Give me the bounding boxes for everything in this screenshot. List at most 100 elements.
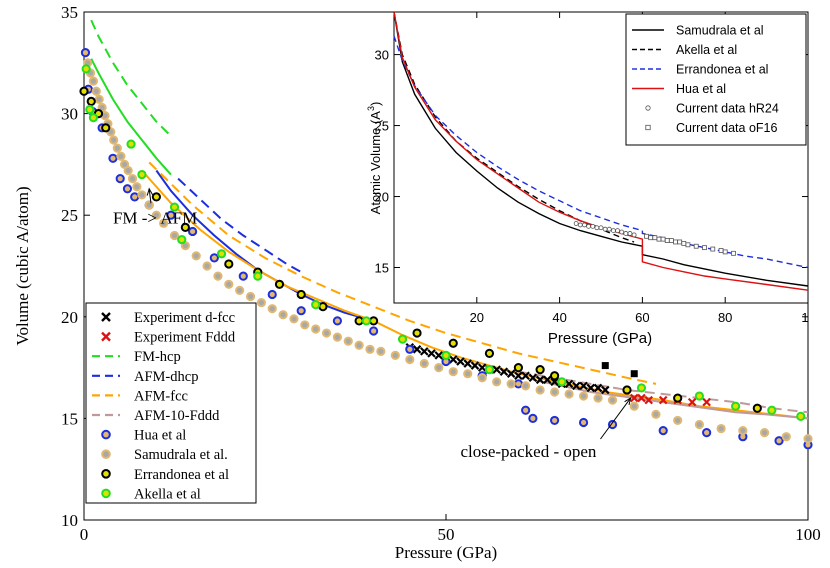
main-circle-marker <box>405 344 415 354</box>
inset-legend-label: Samudrala et al <box>676 24 764 38</box>
inset-x-axis-label: Pressure (GPa) <box>548 330 652 347</box>
main-circle-marker <box>180 222 190 232</box>
inset-x-tick-label: 20 <box>470 310 484 325</box>
main-circle-marker <box>578 391 589 401</box>
main-circle-marker <box>109 135 119 145</box>
main-legend-label: Samudrala et al. <box>134 447 228 463</box>
main-x-marker <box>499 367 509 376</box>
main-circle-marker <box>397 334 408 344</box>
main-legend-label: Errandonea et al <box>134 467 229 483</box>
annotation-text: FM -> AFM <box>113 208 197 227</box>
main-circle-marker <box>484 365 495 375</box>
inset-y-tick-label: 25 <box>375 119 389 134</box>
main-circle-marker <box>166 210 176 220</box>
main-circle-marker <box>278 310 288 320</box>
main-circle-marker <box>412 328 422 338</box>
main-circle-marker <box>752 403 762 413</box>
main-circle-marker <box>300 320 310 330</box>
inset-hR24-marker <box>594 225 600 231</box>
main-circle-marker <box>137 169 147 180</box>
main-x-marker <box>521 371 530 381</box>
inset-oF16-marker <box>668 238 674 243</box>
main-circle-marker <box>169 202 180 212</box>
main-circle-marker <box>774 436 784 446</box>
main-y-tick-label: 30 <box>61 105 78 124</box>
main-circle-marker <box>216 249 227 259</box>
main-circle-marker <box>85 104 95 115</box>
inset-hR24-marker <box>623 231 629 236</box>
main-circle-marker <box>123 165 133 176</box>
inset-hR24-marker <box>598 225 604 231</box>
main-x-marker <box>702 397 711 407</box>
inset-x-tick-label: 60 <box>635 310 649 325</box>
main-circle-marker <box>513 363 524 373</box>
main-circle-marker <box>130 192 140 202</box>
main-curve <box>90 19 172 137</box>
inset-oF16-marker <box>702 245 707 251</box>
main-circle-marker <box>88 76 99 86</box>
annotation-arrow-shaft <box>600 397 632 440</box>
main-circle-marker <box>759 428 770 438</box>
inset-y-tick-label: 20 <box>375 190 389 205</box>
main-circle-marker <box>94 94 104 104</box>
main-circle-marker <box>245 291 256 302</box>
main-circle-marker <box>376 346 386 356</box>
main-circle-marker <box>607 395 618 405</box>
main-circle-marker <box>151 210 161 220</box>
main-x-marker <box>637 393 646 403</box>
main-circle-marker <box>188 226 198 237</box>
main-circle-marker <box>116 151 126 161</box>
main-circle-marker <box>448 338 458 348</box>
main-x-tick-label: 50 <box>438 525 455 544</box>
main-circle-marker <box>484 348 495 358</box>
main-circle-marker <box>151 192 161 202</box>
main-x-marker <box>644 395 653 405</box>
inset-hR24-marker <box>631 232 637 238</box>
main-circle-marker <box>694 391 705 401</box>
inset-legend: Samudrala et al Akella et al Errandonea et… <box>625 13 807 146</box>
inset-x-tick-label: 40 <box>552 310 566 325</box>
inset-oF16-marker <box>693 243 699 249</box>
main-circle-marker <box>716 423 726 434</box>
inset-hR24-marker <box>602 226 608 232</box>
main-circle-marker <box>177 234 187 245</box>
inset-oF16-marker <box>677 239 683 245</box>
main-circle-marker <box>191 251 201 261</box>
main-x-marker <box>448 355 458 364</box>
main-circle-marker <box>673 415 683 426</box>
inset-hR24-marker <box>577 222 583 228</box>
main-x-marker <box>601 385 610 395</box>
main-circle-marker <box>88 113 99 123</box>
main-x-marker <box>658 395 668 405</box>
main-circle-marker <box>629 401 639 411</box>
main-circle-marker <box>296 306 306 316</box>
main-circle-marker <box>593 393 603 403</box>
main-x-marker <box>687 397 697 407</box>
main-circle-marker <box>318 302 328 312</box>
main-legend-label: AFM-dhcp <box>134 369 198 385</box>
main-circle-marker <box>550 415 560 426</box>
main-circle-marker <box>321 328 332 338</box>
inset-oF16-marker <box>644 233 649 239</box>
main-circle-marker <box>448 367 458 377</box>
main-ticks-layer: 10 15 20 25 30 35 0 50 100 <box>61 3 821 544</box>
main-circle-marker <box>796 411 806 421</box>
inset-oF16-marker <box>652 235 658 241</box>
main-circle-marker <box>115 174 125 184</box>
main-circle-marker <box>767 405 777 415</box>
main-x-marker <box>572 381 581 391</box>
main-curve <box>532 378 809 420</box>
main-circle-marker <box>289 314 299 324</box>
main-legend-label: Akella et al <box>134 486 201 502</box>
inset-hR24-marker <box>627 231 633 236</box>
main-circle-marker <box>101 123 111 133</box>
main-circle-marker <box>311 300 321 310</box>
main-circle-marker <box>361 316 371 326</box>
main-x-marker <box>528 373 538 383</box>
main-circle-marker <box>405 354 415 365</box>
main-circle-marker <box>80 48 91 58</box>
main-circle-marker <box>521 405 531 415</box>
annotation-text: close-packed - open <box>460 442 596 461</box>
main-circle-marker <box>564 389 574 399</box>
